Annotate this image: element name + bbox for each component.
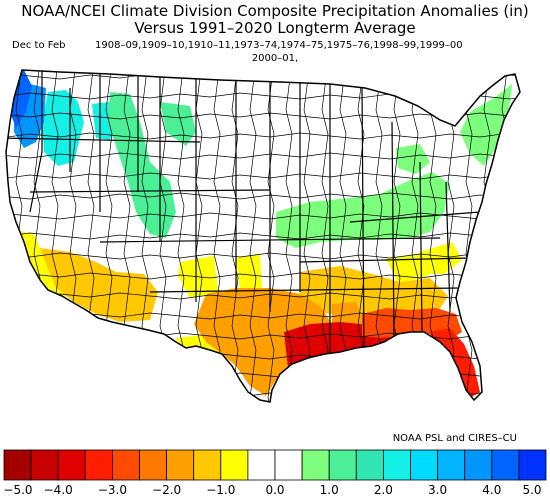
anomaly-region-great-lakes-ohio-valley-2 bbox=[396, 144, 430, 174]
anomaly-region-idaho-montana bbox=[108, 92, 176, 238]
anomaly-region-desert-southwest bbox=[40, 248, 158, 322]
colorbar-swatch-14 bbox=[355, 449, 384, 481]
state-boundary bbox=[6, 137, 201, 143]
division-boundary bbox=[285, 70, 293, 402]
colorbar-swatch-11 bbox=[274, 449, 303, 481]
colorbar-tick-label: −2.0 bbox=[152, 483, 181, 497]
colorbar-swatch-8 bbox=[193, 449, 222, 481]
colorbar-swatch-19 bbox=[491, 449, 520, 481]
state-boundary bbox=[445, 181, 451, 313]
season-label: Dec to Feb bbox=[12, 40, 66, 51]
state-boundary bbox=[29, 189, 271, 193]
composite-years-line1: 1908–09,1909–10,1910–11,1973–74,1974–75,… bbox=[95, 40, 463, 51]
division-boundary bbox=[465, 70, 473, 402]
state-boundary bbox=[361, 87, 365, 353]
state-boundary bbox=[299, 257, 471, 263]
colorbar-swatch-6 bbox=[139, 449, 168, 481]
colorbar-swatch-13 bbox=[328, 449, 357, 481]
state-boundary bbox=[149, 287, 461, 293]
colorbar-swatch-10 bbox=[247, 449, 276, 481]
state-boundary bbox=[349, 211, 481, 223]
anomaly-region-southern-california bbox=[14, 230, 78, 298]
colorbar-tick-label: −4.0 bbox=[44, 483, 73, 497]
credit-label: NOAA PSL and CIRES–CU bbox=[392, 433, 517, 444]
state-boundary bbox=[391, 121, 395, 343]
us-outline bbox=[5, 69, 521, 403]
anomaly-region-texas-oklahoma bbox=[194, 288, 332, 396]
colorbar-tick-label: 0.0 bbox=[265, 483, 284, 497]
composite-years-line2: 2000–01, bbox=[251, 53, 299, 64]
state-boundary bbox=[419, 161, 423, 333]
colorbar-swatch-20 bbox=[518, 449, 547, 481]
anomaly-region-new-england bbox=[460, 84, 512, 166]
anomaly-region-inland-northwest bbox=[42, 90, 84, 166]
colorbar-tick-label: 2.0 bbox=[374, 483, 393, 497]
map-title-line2: Versus 1991–2020 Longterm Average bbox=[134, 19, 416, 37]
map-title-line1: NOAA/NCEI Climate Division Composite Pre… bbox=[21, 2, 529, 20]
us-climate-division-map bbox=[0, 69, 540, 419]
colorbar-tick-label: 3.0 bbox=[428, 483, 447, 497]
colorbar-swatch-16 bbox=[410, 449, 439, 481]
colorbar-swatch-17 bbox=[437, 449, 466, 481]
colorbar-swatch-1 bbox=[3, 449, 32, 481]
anomaly-region-southern-california-3 bbox=[236, 254, 262, 292]
colorbar-swatch-15 bbox=[382, 449, 411, 481]
colorbar-tick-label: 1.0 bbox=[320, 483, 339, 497]
colorbar-tick-label: −1.0 bbox=[206, 483, 235, 497]
colorbar-tick-label: −5.0 bbox=[3, 483, 32, 497]
colorbar-swatch-2 bbox=[30, 449, 59, 481]
colorbar-tick-label: 4.0 bbox=[482, 483, 501, 497]
colorbar-tick-label: 5.0 bbox=[522, 483, 541, 497]
division-boundary bbox=[249, 70, 257, 402]
colorbar-swatch-9 bbox=[220, 449, 249, 481]
state-boundary bbox=[99, 237, 441, 243]
colorbar-swatch-5 bbox=[112, 449, 140, 481]
division-boundary bbox=[0, 413, 540, 419]
colorbar-swatch-7 bbox=[166, 449, 195, 481]
colorbar-swatch-18 bbox=[464, 449, 493, 481]
colorbar: −5.0 −4.0 −3.0 −2.0 −1.0 0.0 1.0 2.0 3.0 4.0 5.0 bbox=[3, 449, 547, 497]
division-boundary bbox=[231, 70, 239, 402]
colorbar-swatch-12 bbox=[301, 449, 330, 481]
colorbar-swatch-3 bbox=[57, 449, 86, 481]
colorbar-tick-label: −3.0 bbox=[98, 483, 127, 497]
colorbar-swatch-4 bbox=[84, 449, 113, 481]
anomaly-region-idaho-montana-2 bbox=[160, 102, 196, 146]
